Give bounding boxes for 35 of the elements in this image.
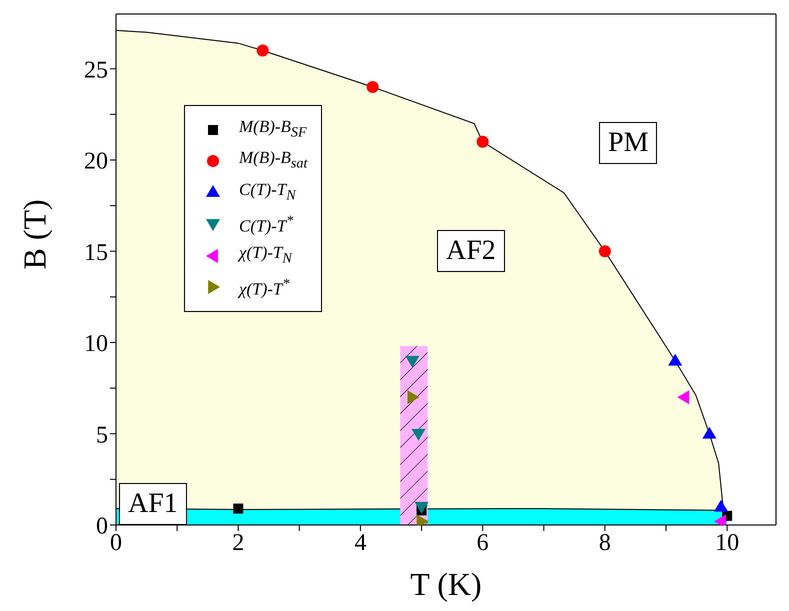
y-tick-label: 25	[84, 57, 108, 84]
point	[256, 44, 269, 56]
legend-label: χ(T)-T$^{*}$	[239, 275, 290, 301]
point	[407, 390, 420, 404]
y-tick-label: 20	[84, 148, 108, 175]
point	[405, 356, 420, 368]
legend-label: M(B)-B$_{SF}$	[239, 116, 307, 142]
point	[414, 502, 429, 514]
x-tick-label: 10	[715, 530, 740, 556]
point	[366, 81, 379, 93]
x-tick-label: 8	[598, 530, 611, 556]
x-tick-label: 2	[232, 530, 244, 556]
legend-label: C(T)-T$_{N}$	[239, 178, 296, 206]
annotation: AF1	[119, 483, 187, 525]
annotation: AF2	[437, 230, 505, 272]
y-tick-label: 0	[96, 514, 108, 540]
point	[233, 504, 244, 514]
legend-label: χ(T)-T$_{N}$	[239, 242, 292, 268]
y-tick-label: 5	[96, 422, 108, 448]
x-axis-title: T (K)	[410, 566, 482, 602]
y-tick-label: 15	[84, 240, 108, 266]
legend-label: M(B)-B$_{sat}$	[239, 147, 308, 174]
annotation: PM	[599, 122, 658, 164]
point	[668, 354, 682, 366]
x-tick-label: 4	[354, 530, 366, 556]
point	[714, 500, 728, 512]
y-tick-label: 10	[84, 331, 108, 358]
point	[412, 428, 426, 441]
point	[598, 245, 611, 258]
point	[677, 390, 690, 404]
point	[476, 136, 489, 148]
y-axis-title: B (T)	[16, 199, 52, 270]
x-tick-label: 6	[476, 530, 489, 556]
point	[702, 426, 716, 439]
legend-label: C(T)-T$^{*}$	[239, 212, 294, 238]
